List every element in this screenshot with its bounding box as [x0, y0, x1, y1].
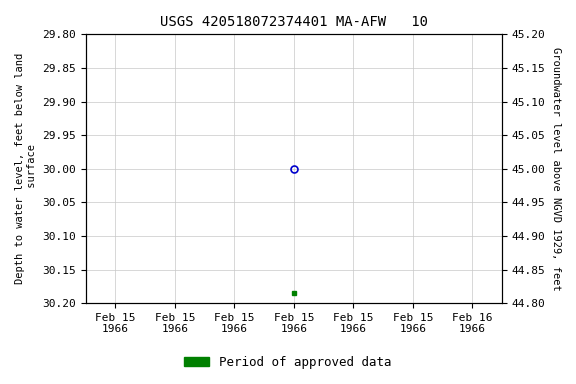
Legend: Period of approved data: Period of approved data: [179, 351, 397, 374]
Y-axis label: Depth to water level, feet below land
 surface: Depth to water level, feet below land su…: [15, 53, 37, 284]
Y-axis label: Groundwater level above NGVD 1929, feet: Groundwater level above NGVD 1929, feet: [551, 47, 561, 291]
Title: USGS 420518072374401 MA-AFW   10: USGS 420518072374401 MA-AFW 10: [160, 15, 428, 29]
